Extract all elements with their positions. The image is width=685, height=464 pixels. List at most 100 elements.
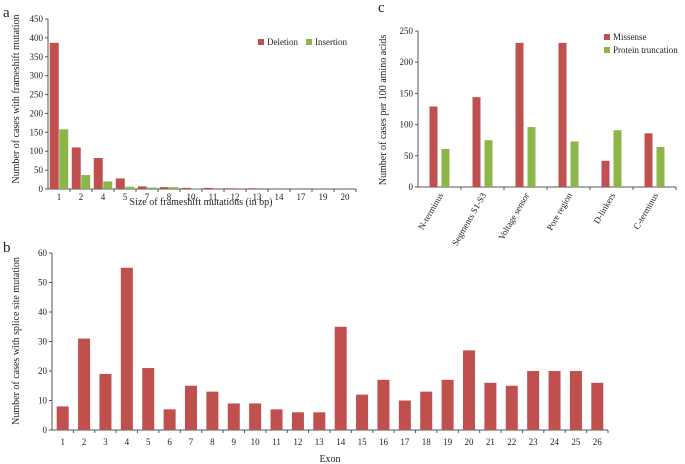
panel-a-legend-swatch — [258, 39, 264, 45]
panel-a-x-axis-title: Size of frameshift mutations (in bp) — [129, 197, 272, 208]
panel-c-y-tick-label: 0 — [409, 182, 414, 192]
panel-b-bar-splice-site — [548, 371, 561, 430]
panel-a-bar-deletion — [71, 147, 81, 189]
panel-b-x-tick-label: 12 — [293, 437, 302, 447]
panel-c-bar-protein-truncation — [570, 141, 579, 187]
panel-b-x-tick-label: 18 — [422, 437, 432, 447]
panel-a-bar-deletion — [137, 186, 147, 189]
panel-b-x-tick-label: 21 — [486, 437, 495, 447]
panel-c-bar-missense — [558, 42, 567, 187]
panel-c-letter: c — [378, 0, 385, 16]
panel-c-x-tick-label: Pore region — [545, 191, 575, 233]
panel-b-y-axis-title: Number of cases with splice site mutatio… — [11, 257, 22, 425]
panel-c-bar-protein-truncation — [484, 140, 493, 187]
panel-b-x-tick-label: 17 — [400, 437, 410, 447]
panel-a-bar-insertion — [125, 186, 135, 189]
panel-b-x-tick-label: 25 — [571, 437, 581, 447]
panel-b-y-tick-label: 0 — [43, 425, 48, 435]
panel-a-y-tick-label: 100 — [30, 146, 44, 156]
panel-c-y-tick-label: 150 — [400, 88, 414, 98]
panel-c-missense-chart: c Number of cases per 100 amino acids 0 5… — [378, 0, 678, 247]
panel-b-x-tick-label: 8 — [210, 437, 215, 447]
panel-b-bar-splice-site — [185, 385, 197, 430]
panel-b-bar-splice-site — [484, 382, 497, 430]
panel-a-x-tick-label: 12 — [231, 192, 240, 202]
panel-a-legend-label-1: Insertion — [315, 37, 347, 47]
panel-c-bar-missense — [429, 106, 438, 187]
panel-b-x-tick-label: 10 — [251, 437, 261, 447]
panel-a-y-tick-label: 350 — [30, 52, 44, 62]
panel-a-y-tick-label: 450 — [30, 14, 44, 24]
panel-a-bar-deletion — [225, 188, 235, 189]
panel-b-bar-splice-site — [227, 403, 240, 430]
panel-b-x-tick-label: 9 — [232, 437, 237, 447]
panel-b-y-tick-label: 10 — [38, 396, 48, 406]
panel-a-x-tick-label: 2 — [79, 192, 84, 202]
panel-b-bar-splice-site — [249, 403, 262, 430]
panel-c-bar-protein-truncation — [527, 127, 536, 187]
panel-b-bar-splice-site — [569, 371, 582, 430]
panel-a-x-tick-label: 5 — [123, 192, 128, 202]
panel-b-x-tick-label: 15 — [358, 437, 368, 447]
panel-a-x-tick-label: 11 — [209, 192, 218, 202]
panel-b-x-tick-label: 4 — [125, 437, 130, 447]
panel-b-x-tick-label: 2 — [82, 437, 87, 447]
panel-b-x-tick-label: 19 — [443, 437, 453, 447]
panel-c-y-tick-label: 100 — [400, 120, 414, 130]
panel-b-bar-splice-site — [420, 391, 433, 430]
panel-b-bar-splice-site — [78, 338, 91, 430]
panel-b-bar-splice-site — [334, 326, 347, 430]
panel-b-bar-splice-site — [120, 267, 133, 430]
panel-b-bar-splice-site — [398, 400, 411, 430]
panel-a-bar-deletion — [93, 158, 103, 189]
panel-a-y-tick-label: 400 — [30, 33, 44, 43]
panel-c-x-tick-label: Voltage sensor — [496, 191, 531, 242]
panel-b-y-tick-label: 30 — [38, 337, 48, 347]
panel-b-bar-splice-site — [463, 350, 475, 430]
panel-a-bar-deletion — [115, 178, 125, 189]
panel-c-bar-protein-truncation — [656, 147, 665, 187]
panel-a-bar-deletion — [203, 187, 213, 189]
panel-b-splice-site-chart: b Exon Number of cases with splice site … — [3, 240, 609, 464]
panel-a-bar-insertion — [103, 181, 113, 189]
panel-b-bar-splice-site — [56, 406, 69, 430]
panel-b-x-tick-label: 14 — [336, 437, 346, 447]
panel-b-x-tick-label: 3 — [103, 437, 108, 447]
panel-a-y-tick-label: 200 — [30, 108, 44, 118]
panel-c-bar-missense — [515, 42, 524, 187]
panel-b-letter: b — [3, 240, 11, 256]
panel-b-bar-splice-site — [505, 385, 518, 430]
panel-a-bar-insertion — [169, 187, 179, 189]
panel-c-y-tick-label: 250 — [400, 26, 414, 36]
panel-a-y-tick-label: 0 — [39, 184, 44, 194]
panel-c-x-tick-label: C-terminus — [631, 191, 660, 232]
panel-b-x-tick-label: 26 — [593, 437, 603, 447]
panel-c-legend-label-1: Protein truncation — [613, 45, 678, 55]
panel-b-x-tick-label: 16 — [379, 437, 389, 447]
panel-a-x-tick-label: 20 — [341, 192, 351, 202]
panel-b-y-tick-label: 50 — [38, 278, 48, 288]
panel-b-x-tick-label: 6 — [167, 437, 172, 447]
panel-c-x-tick-label: Segments S1-S3 — [450, 191, 489, 248]
panel-b-bar-splice-site — [591, 382, 604, 430]
panel-b-x-tick-label: 1 — [60, 437, 65, 447]
panel-b-bar-splice-site — [163, 409, 176, 430]
panel-c-x-tick-label: D-linkers — [592, 191, 618, 226]
panel-a-x-tick-label: 17 — [297, 192, 307, 202]
panel-b-x-tick-label: 13 — [315, 437, 325, 447]
panel-a-bar-insertion — [81, 175, 91, 189]
panel-c-legend-swatch — [604, 47, 610, 53]
panel-b-bar-splice-site — [270, 409, 283, 430]
panel-c-bar-protein-truncation — [441, 148, 450, 187]
panel-a-y-tick-label: 250 — [30, 90, 44, 100]
panel-c-y-axis-title: Number of cases per 100 amino acids — [378, 35, 389, 186]
panel-b-x-tick-label: 23 — [529, 437, 539, 447]
panel-b-x-axis-title: Exon — [319, 454, 340, 464]
panel-b-x-tick-label: 7 — [189, 437, 194, 447]
panel-a-legend-swatch — [306, 39, 312, 45]
panel-b-y-tick-label: 20 — [38, 366, 48, 376]
panel-c-bar-missense — [601, 160, 610, 187]
panel-a-frameshift-chart: a Deletion Insertion Size of frameshift … — [3, 5, 357, 208]
panel-c-x-tick-label: N-terminus — [416, 191, 445, 232]
panel-c-bar-missense — [644, 133, 653, 187]
